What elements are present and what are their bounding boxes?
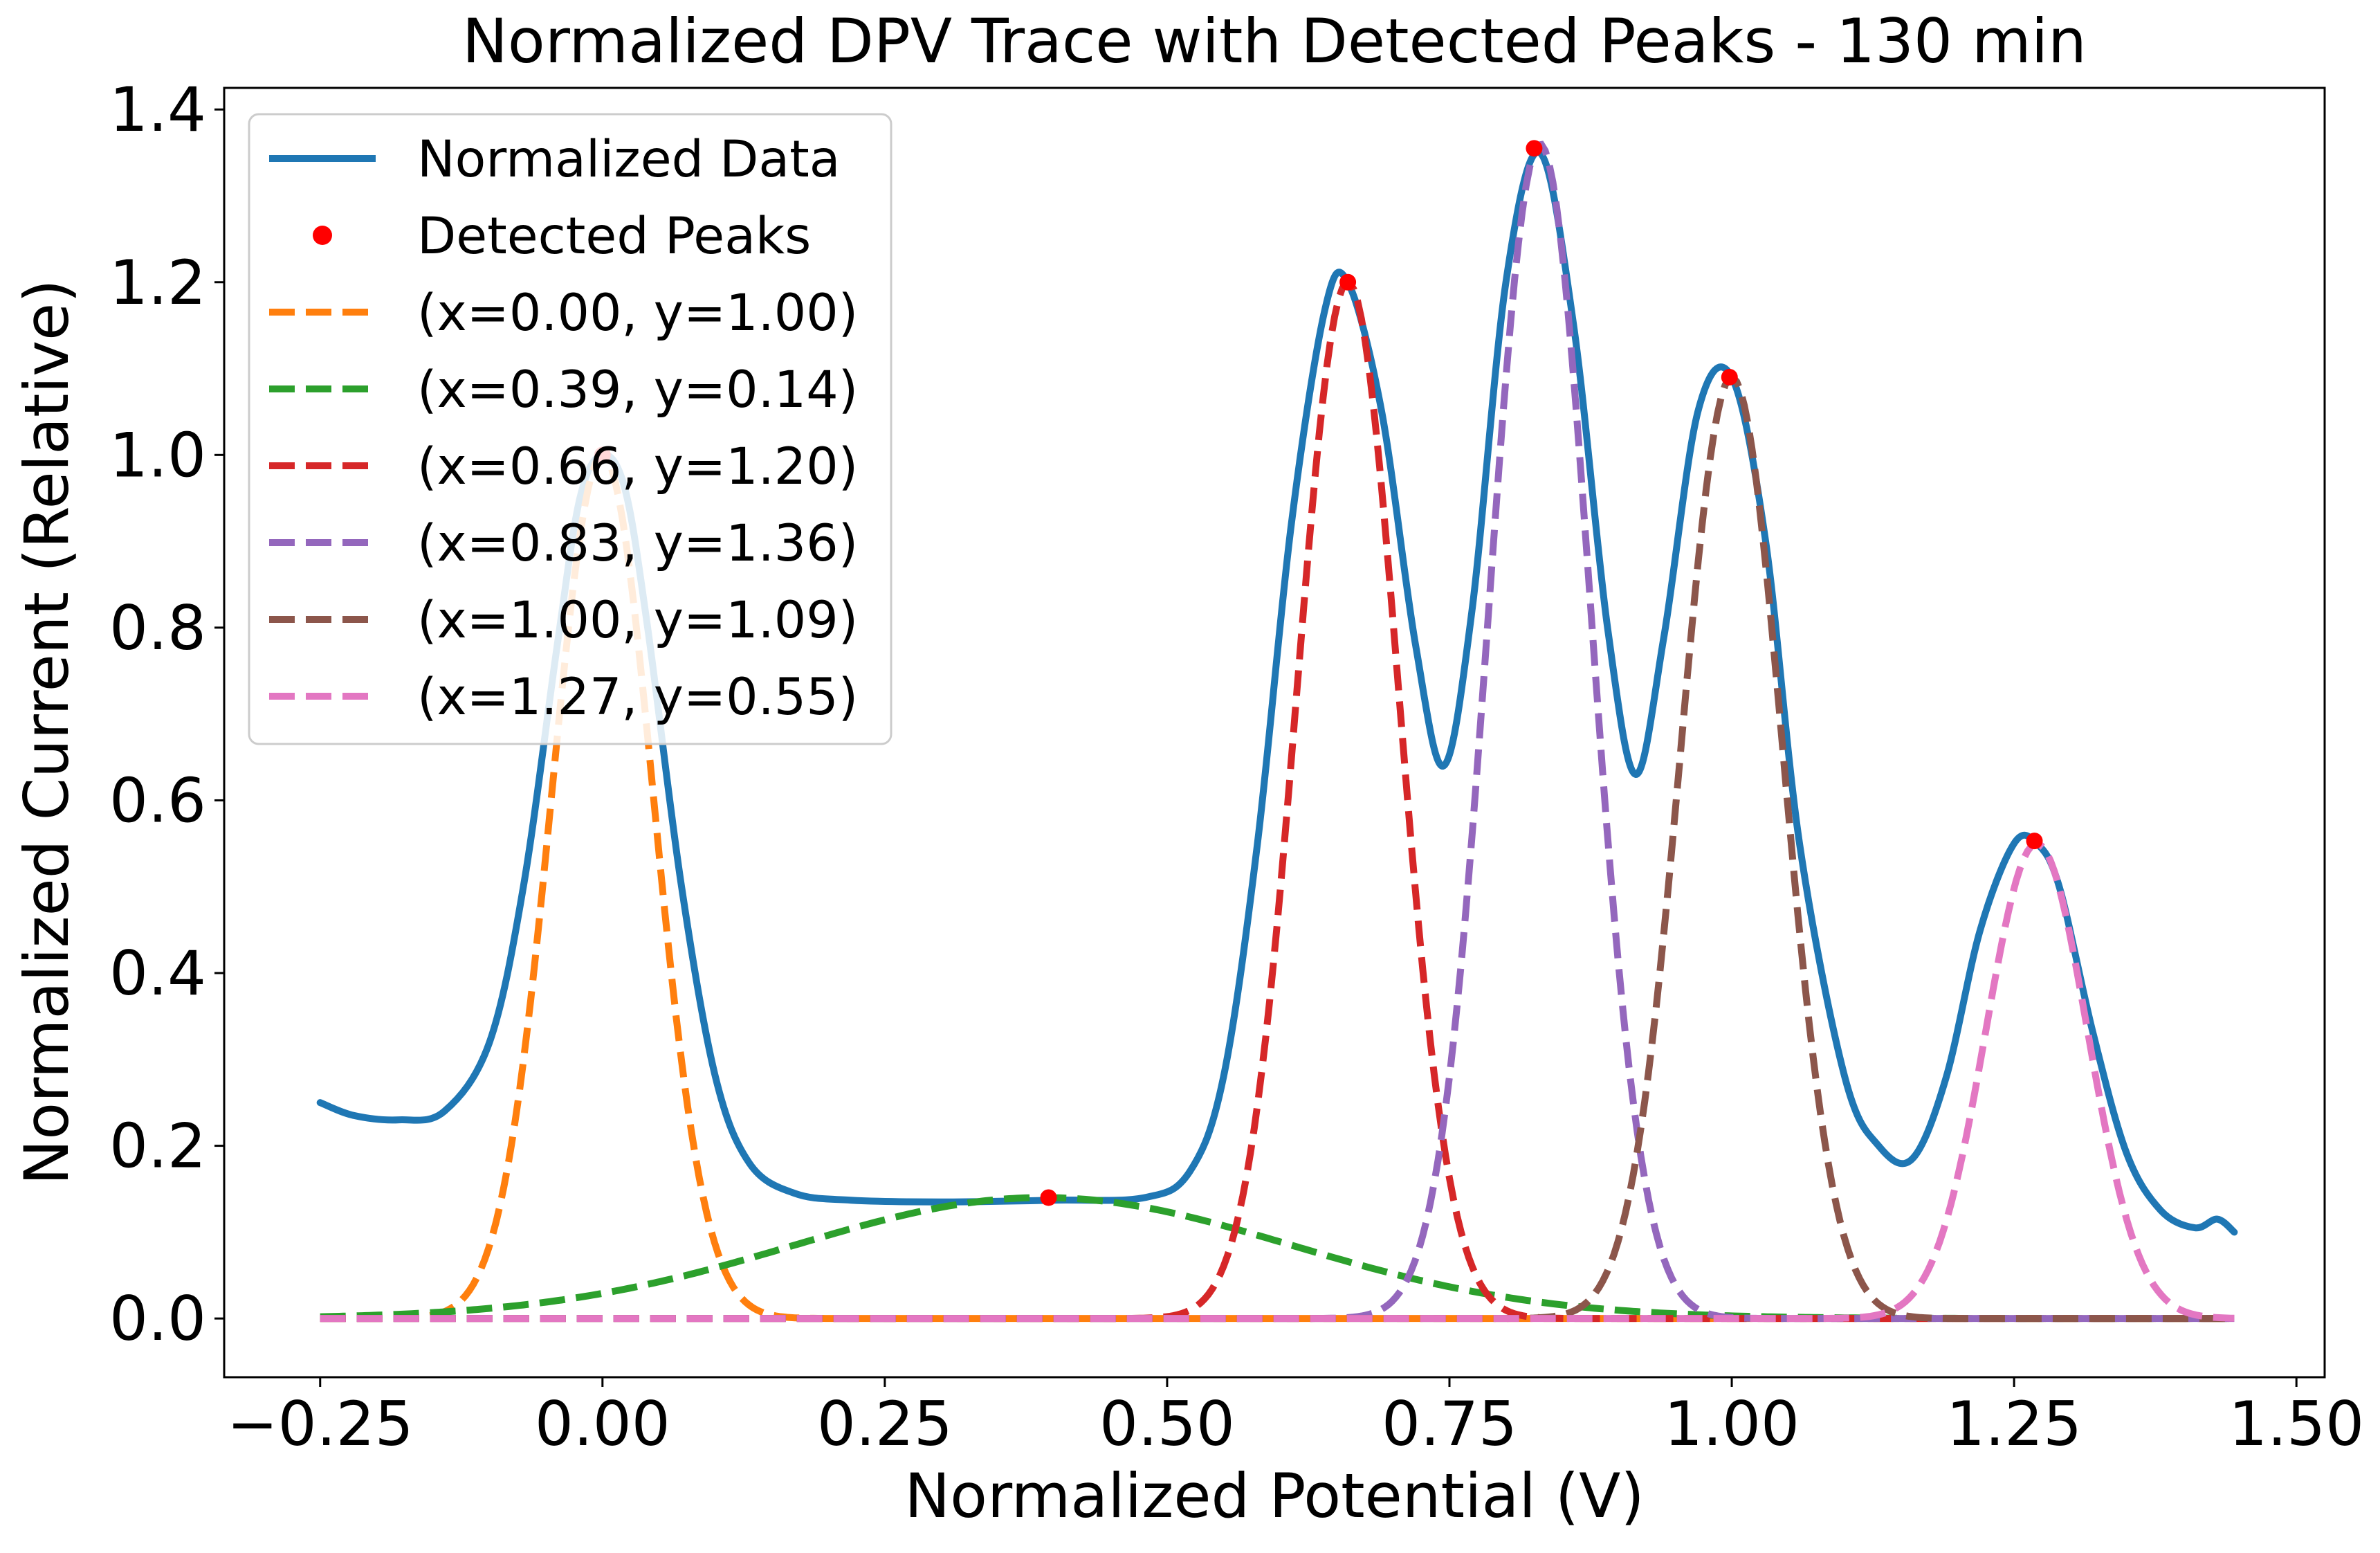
series-line-gaussian-fit-6 <box>320 839 2235 1323</box>
x-axis: −0.25 0.00 0.25 0.50 0.75 1.00 1.25 1.50 <box>227 1377 2364 1460</box>
x-tick-label: 1.50 <box>2228 1388 2364 1460</box>
detected-peak-point <box>1040 1189 1057 1206</box>
legend-label-7: (x=1.00, y=1.09) <box>417 591 858 650</box>
legend-label-4: (x=0.39, y=0.14) <box>417 361 858 419</box>
detected-peak-point <box>1339 273 1357 291</box>
x-tick-label: 0.75 <box>1382 1388 1517 1460</box>
x-tick-label: 1.00 <box>1664 1388 1800 1460</box>
legend-handle-2 <box>313 226 332 245</box>
x-tick-label: 1.25 <box>1946 1388 2082 1460</box>
y-tick-label: 1.2 <box>109 247 206 318</box>
legend-label-2: Detected Peaks <box>417 207 811 266</box>
y-tick-label: 0.6 <box>109 765 206 836</box>
legend-label-6: (x=0.83, y=1.36) <box>417 514 858 573</box>
y-tick-label: 0.0 <box>109 1283 206 1354</box>
y-tick-label: 0.4 <box>109 938 206 1009</box>
y-tick-label: 1.0 <box>109 419 206 491</box>
detected-peak-point <box>2026 833 2043 850</box>
detected-peak-point <box>1526 140 1543 157</box>
axes-frame <box>223 87 2326 1379</box>
y-axis: 0.0 0.2 0.4 0.6 0.8 1.0 1.2 1.4 <box>109 74 224 1354</box>
detected-peak-point <box>1721 369 1738 386</box>
x-tick-label: −0.25 <box>227 1388 414 1460</box>
legend: Normalized Data Detected Peaks (x=0.00, y=… <box>248 113 892 745</box>
x-axis-label: Normalized Potential (V) <box>904 1460 1644 1532</box>
x-tick-label: 0.50 <box>1099 1388 1235 1460</box>
y-tick-label: 0.2 <box>109 1111 206 1182</box>
y-tick-label: 0.8 <box>109 592 206 664</box>
y-tick-label: 1.4 <box>109 74 206 145</box>
x-tick-label: 0.00 <box>535 1388 670 1460</box>
legend-label-3: (x=0.00, y=1.00) <box>417 284 858 343</box>
chart-title: Normalized DPV Trace with Detected Peaks… <box>462 6 2087 77</box>
legend-label-5: (x=0.66, y=1.20) <box>417 437 858 496</box>
y-axis-label: Normalized Current (Relative) <box>11 279 82 1185</box>
x-tick-label: 0.25 <box>817 1388 953 1460</box>
legend-label-1: Normalized Data <box>417 130 840 189</box>
legend-box <box>248 113 892 745</box>
legend-label-8: (x=1.27, y=0.55) <box>417 668 858 727</box>
